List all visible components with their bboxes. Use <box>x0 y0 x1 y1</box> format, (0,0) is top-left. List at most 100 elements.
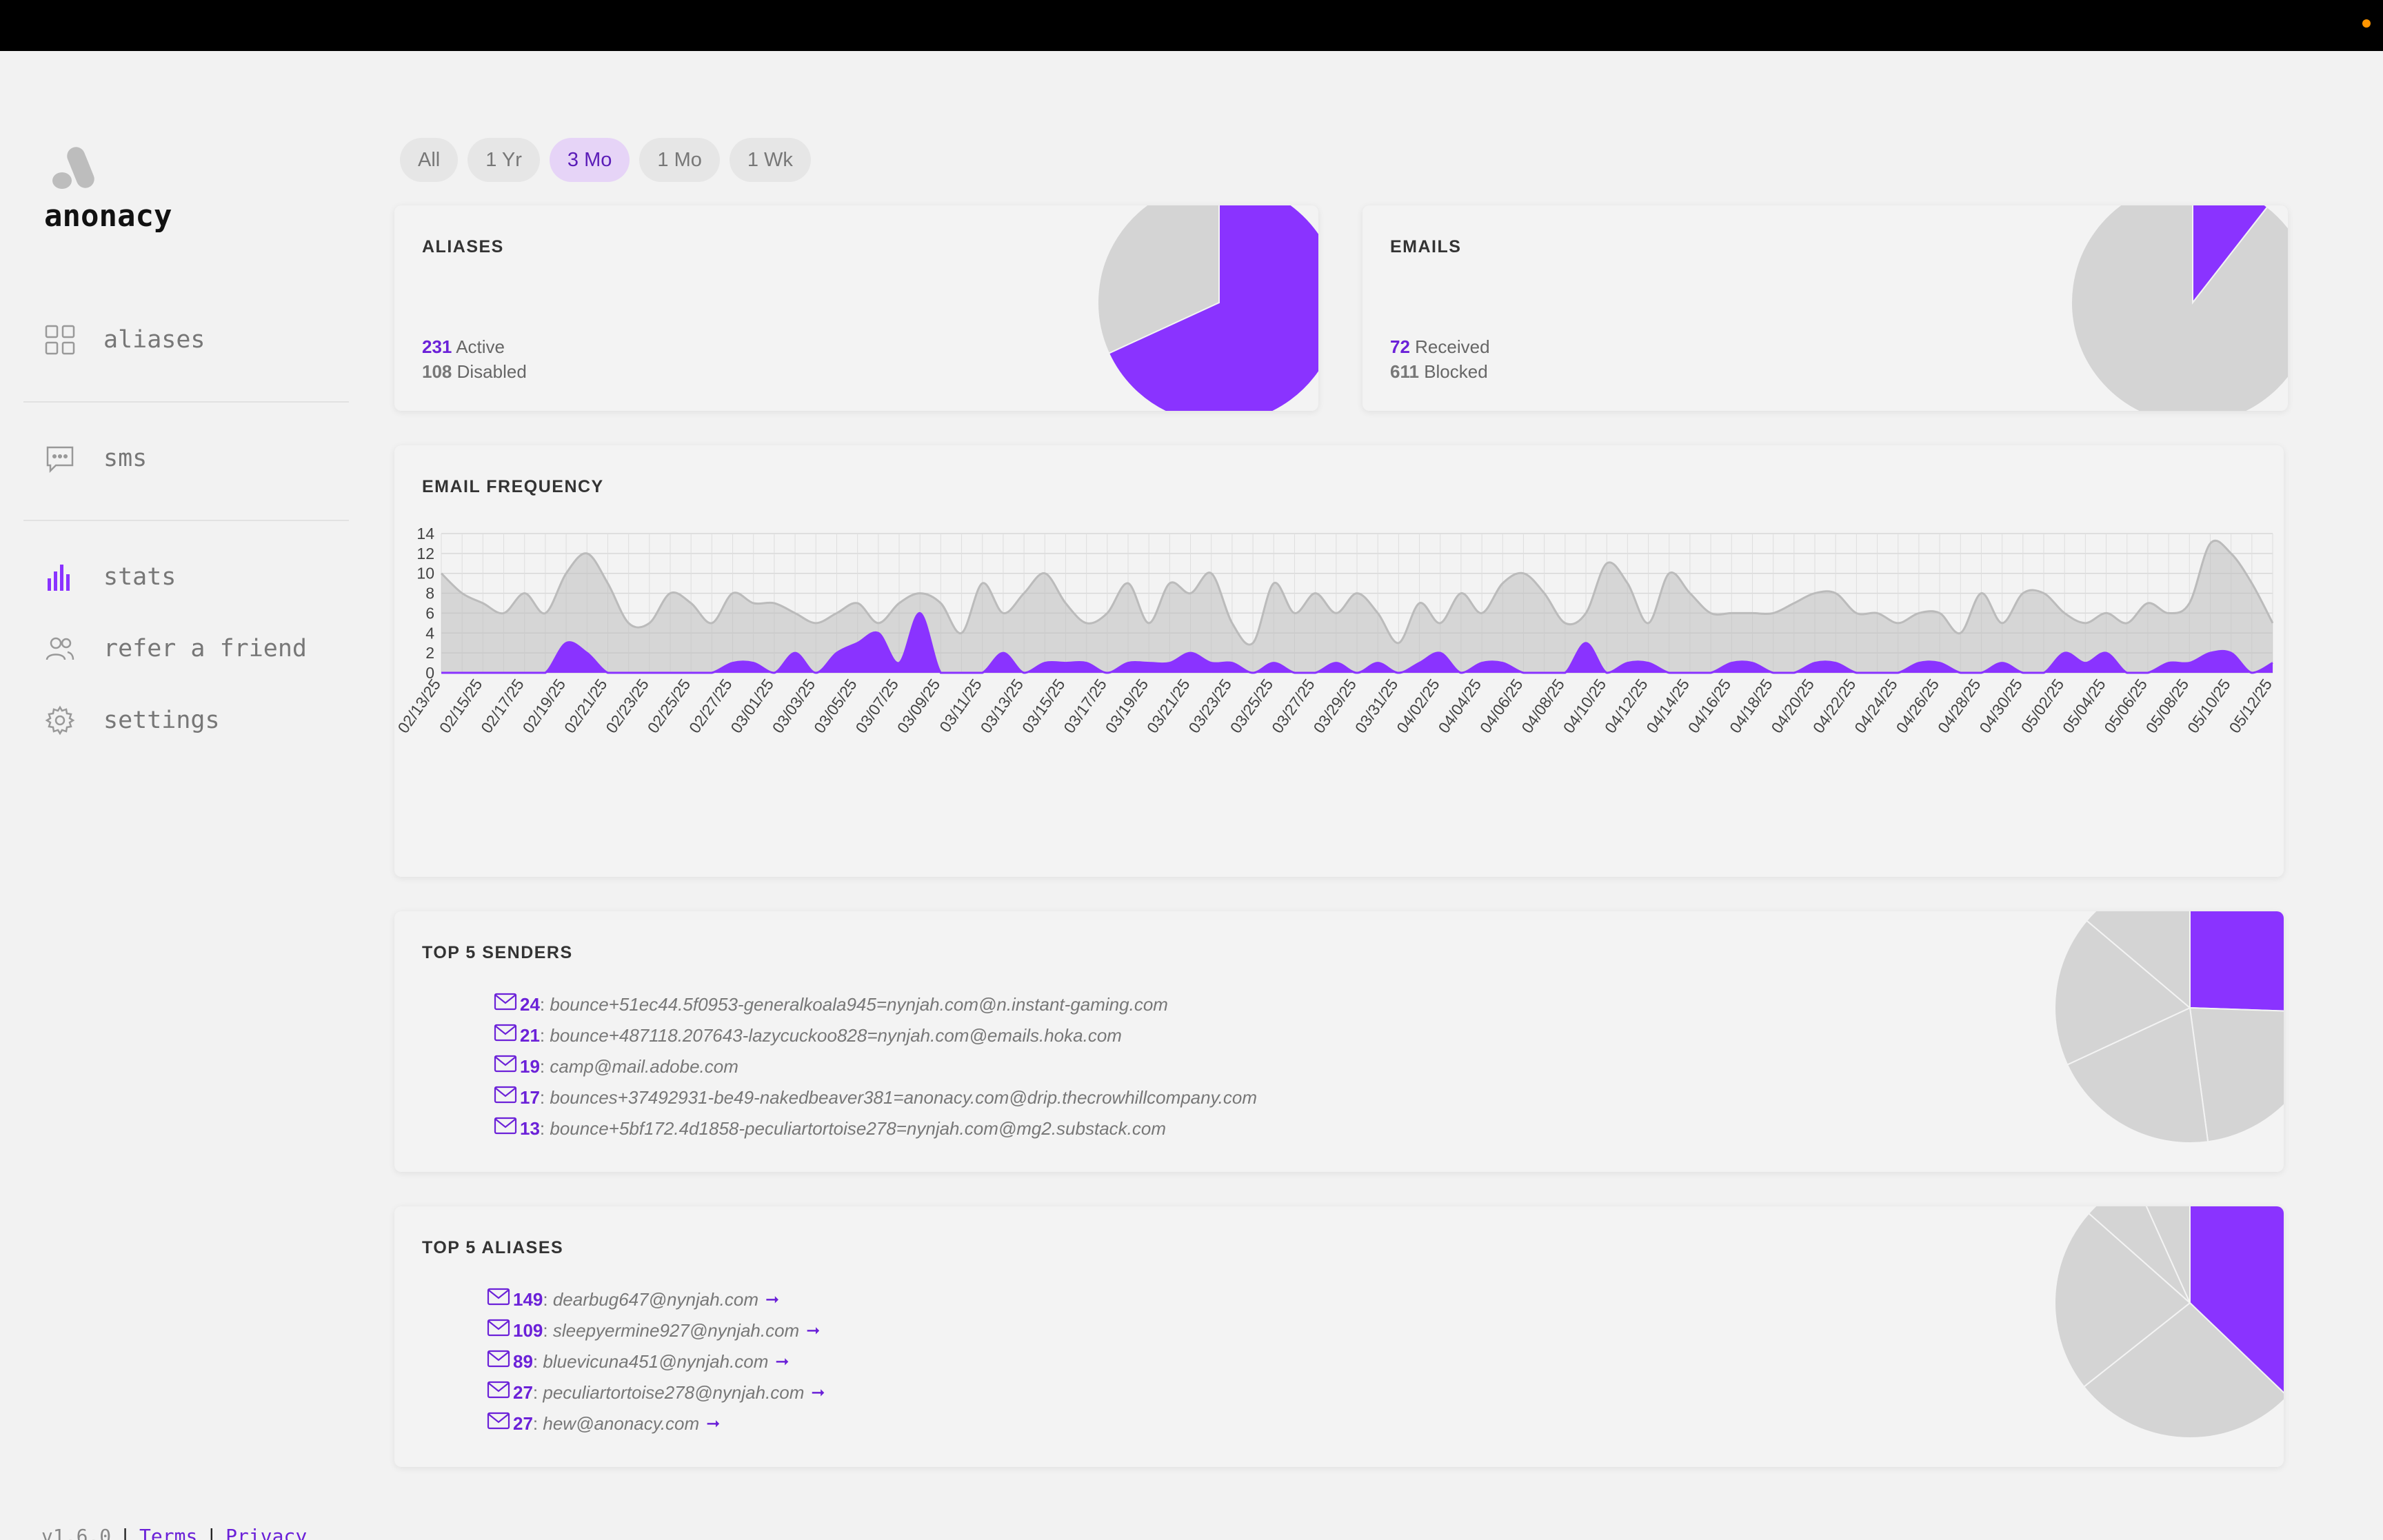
list-item: 21: bounce+487118.207643-lazycuckoo828=n… <box>494 1024 1122 1046</box>
series-line <box>440 539 2274 646</box>
count-value: 109 <box>513 1320 543 1341</box>
arrow-right-icon[interactable]: ➞ <box>775 1352 790 1371</box>
list-item[interactable]: 109: sleepyermine927@nynjah.com ➞ <box>487 1319 821 1341</box>
filter-1-mo[interactable]: 1 Mo <box>639 138 720 182</box>
y-tick-label: 14 <box>416 525 434 543</box>
arrow-right-icon[interactable]: ➞ <box>811 1384 825 1402</box>
list-item[interactable]: 149: dearbug647@nynjah.com ➞ <box>487 1288 780 1310</box>
terms-link[interactable]: Terms <box>139 1525 198 1540</box>
envelope-icon <box>494 1086 517 1103</box>
envelope-icon <box>487 1319 510 1336</box>
filter-all[interactable]: All <box>400 138 459 182</box>
separator: : <box>539 1056 550 1077</box>
separator: : <box>543 1289 553 1310</box>
y-tick-label: 4 <box>425 624 434 642</box>
separator: : <box>532 1351 543 1372</box>
emails-card: EMAILS 72 Received 611 Blocked <box>1363 205 2288 411</box>
envelope-icon <box>487 1288 510 1305</box>
top-aliases-card: TOP 5 ALIASES 149: dearbug647@nynjah.com… <box>394 1206 2284 1467</box>
card-title: ALIASES <box>422 237 504 256</box>
sidebar-item-label: sms <box>103 445 148 472</box>
pie-slice <box>1107 205 1318 411</box>
divider <box>23 520 349 521</box>
y-tick-label: 6 <box>425 604 434 622</box>
separator: : <box>532 1382 543 1403</box>
chat-bubble-icon <box>44 443 76 474</box>
blocked-count-line: 611 Blocked <box>1390 361 1488 383</box>
address-text: camp@mail.adobe.com <box>550 1056 738 1077</box>
privacy-link[interactable]: Privacy <box>225 1525 308 1540</box>
arrow-right-icon[interactable]: ➞ <box>806 1321 821 1340</box>
count-value: 21 <box>520 1025 540 1046</box>
active-count-line: 231 Active <box>422 336 505 358</box>
y-tick-label: 0 <box>425 664 434 682</box>
sidebar-item-label: refer a friend <box>103 635 308 662</box>
users-icon <box>44 633 76 665</box>
address-text: bluevicuna451@nynjah.com <box>543 1351 769 1372</box>
pie-slice <box>2066 1006 2209 1144</box>
arrow-right-icon[interactable]: ➞ <box>765 1290 780 1309</box>
sidebar: anonacy aliases sms <box>0 51 372 1540</box>
address-text: sleepyermine927@nynjah.com <box>552 1320 800 1341</box>
window-top-bar <box>0 0 2383 51</box>
received-count-line: 72 Received <box>1390 336 1490 358</box>
envelope-icon <box>487 1350 510 1367</box>
series-line <box>441 611 2273 674</box>
disabled-count: 108 <box>422 361 452 382</box>
divider <box>23 401 349 403</box>
list-item[interactable]: 27: peculiartortoise278@nynjah.com ➞ <box>487 1381 825 1404</box>
separator: : <box>532 1413 543 1434</box>
footer-separator: | <box>119 1525 132 1540</box>
received-count: 72 <box>1390 336 1410 357</box>
list-item: 24: bounce+51ec44.5f0953-generalkoala945… <box>494 993 1168 1015</box>
separator: : <box>539 1025 550 1046</box>
filter-3-mo[interactable]: 3 Mo <box>549 138 630 182</box>
pie-slice <box>1097 205 1220 354</box>
sidebar-item-stats[interactable]: stats <box>44 561 176 593</box>
address-text: bounce+5bf172.4d1858-peculiartortoise278… <box>550 1118 1166 1139</box>
pie-slice <box>2082 1301 2284 1439</box>
sidebar-item-label: aliases <box>103 326 205 354</box>
pie-slice <box>2145 1206 2191 1304</box>
address-text: bounce+487118.207643-lazycuckoo828=nynja… <box>550 1025 1122 1046</box>
list-item: 13: bounce+5bf172.4d1858-peculiartortois… <box>494 1117 1166 1139</box>
count-value: 27 <box>513 1382 533 1403</box>
address-text: bounces+37492931-be49-nakedbeaver381=ano… <box>550 1087 1258 1108</box>
card-title: TOP 5 ALIASES <box>422 1238 564 1257</box>
address-text: dearbug647@nynjah.com <box>552 1289 758 1310</box>
separator: : <box>539 1087 550 1108</box>
emails-pie-chart <box>2071 205 2288 411</box>
card-title: TOP 5 SENDERS <box>422 943 573 962</box>
logo[interactable] <box>46 141 101 199</box>
address-text: peculiartortoise278@nynjah.com <box>543 1382 805 1403</box>
count-value: 149 <box>513 1289 543 1310</box>
y-tick-label: 8 <box>425 585 434 602</box>
sidebar-item-settings[interactable]: settings <box>44 705 220 736</box>
pie-slice <box>2054 920 2191 1066</box>
logo-mark-icon <box>52 147 94 189</box>
arrow-right-icon[interactable]: ➞ <box>706 1415 721 1433</box>
list-item[interactable]: 89: bluevicuna451@nynjah.com ➞ <box>487 1350 790 1372</box>
top-senders-card: TOP 5 SENDERS 24: bounce+51ec44.5f0953-g… <box>394 911 2284 1172</box>
pie-slice <box>2054 1212 2191 1388</box>
senders-pie-chart <box>2054 911 2284 1144</box>
filter-1-yr[interactable]: 1 Yr <box>467 138 540 182</box>
disabled-label: Disabled <box>456 361 527 382</box>
separator: : <box>539 1118 550 1139</box>
list-item: 19: camp@mail.adobe.com <box>494 1055 738 1077</box>
sidebar-item-refer[interactable]: refer a friend <box>44 633 307 665</box>
count-value: 19 <box>520 1056 540 1077</box>
card-title: EMAILS <box>1390 237 1462 256</box>
filter-1-wk[interactable]: 1 Wk <box>729 138 811 182</box>
sidebar-item-sms[interactable]: sms <box>44 443 147 474</box>
pie-slice <box>2085 911 2191 1010</box>
received-label: Received <box>1415 336 1490 357</box>
sidebar-item-label: stats <box>103 563 177 591</box>
active-count: 231 <box>422 336 452 357</box>
envelope-icon <box>494 1024 517 1041</box>
pie-slice <box>2189 1006 2284 1143</box>
email-frequency-card: EMAIL FREQUENCY 0 2 4 6 8 10 12 14 02/13/25 02/15… <box>394 445 2284 877</box>
list-item[interactable]: 27: hew@anonacy.com ➞ <box>487 1412 721 1435</box>
sidebar-item-aliases[interactable]: aliases <box>44 324 205 356</box>
envelope-icon <box>494 1117 517 1134</box>
